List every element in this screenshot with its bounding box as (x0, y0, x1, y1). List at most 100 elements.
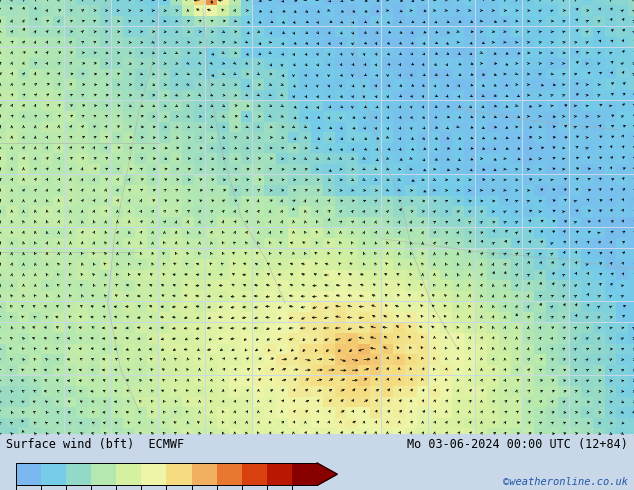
Bar (100, 122, 112, 132)
Bar (0, 354, 6, 365)
Bar (124, 37, 135, 48)
Bar (370, 344, 382, 354)
Bar (581, 428, 593, 439)
Bar (593, 196, 605, 206)
Bar (29, 323, 41, 333)
Bar (6, 16, 18, 26)
Bar (100, 227, 112, 238)
Bar (628, 280, 634, 291)
Bar (335, 397, 346, 407)
Bar (511, 386, 522, 396)
Bar (242, 463, 267, 486)
Bar (605, 164, 616, 174)
Bar (288, 428, 299, 439)
Bar (241, 164, 252, 174)
Bar (147, 0, 158, 5)
Bar (522, 196, 534, 206)
Bar (323, 90, 335, 100)
Bar (581, 407, 593, 417)
Bar (382, 407, 393, 417)
Bar (405, 100, 417, 111)
Bar (194, 174, 205, 185)
Bar (65, 407, 76, 417)
Bar (593, 90, 605, 100)
Bar (464, 312, 476, 322)
Bar (394, 397, 405, 407)
Bar (53, 428, 65, 439)
Bar (135, 323, 146, 333)
Bar (252, 143, 264, 153)
Bar (77, 227, 88, 238)
Bar (323, 238, 335, 248)
Bar (452, 280, 463, 291)
Bar (452, 0, 463, 5)
Bar (241, 301, 252, 312)
Bar (41, 463, 66, 486)
Bar (558, 153, 569, 164)
Bar (241, 132, 252, 143)
Bar (522, 111, 534, 122)
Bar (158, 122, 170, 132)
Bar (53, 58, 65, 69)
Bar (229, 206, 240, 217)
Bar (205, 90, 217, 100)
Bar (100, 217, 112, 227)
Bar (429, 280, 440, 291)
Bar (182, 111, 193, 122)
Bar (229, 122, 240, 132)
Bar (205, 26, 217, 37)
Bar (0, 301, 6, 312)
Bar (546, 111, 557, 122)
Bar (194, 69, 205, 79)
Bar (522, 37, 534, 48)
Bar (6, 365, 18, 375)
Bar (299, 196, 311, 206)
Bar (581, 132, 593, 143)
Bar (41, 312, 53, 322)
Bar (464, 354, 476, 365)
Bar (276, 185, 288, 196)
Bar (264, 153, 276, 164)
Bar (124, 143, 135, 153)
Bar (65, 323, 76, 333)
Bar (135, 344, 146, 354)
Bar (18, 323, 29, 333)
Bar (476, 206, 487, 217)
Bar (405, 312, 417, 322)
Bar (546, 185, 557, 196)
Bar (65, 48, 76, 58)
Bar (616, 291, 628, 301)
Bar (605, 270, 616, 280)
Bar (112, 5, 123, 16)
Bar (511, 344, 522, 354)
Bar (488, 153, 499, 164)
Polygon shape (317, 463, 337, 486)
Bar (323, 206, 335, 217)
Bar (158, 270, 170, 280)
Bar (112, 100, 123, 111)
Bar (323, 69, 335, 79)
Bar (429, 132, 440, 143)
Bar (429, 312, 440, 322)
Bar (499, 217, 510, 227)
Bar (6, 238, 18, 248)
Bar (441, 132, 452, 143)
Bar (276, 259, 288, 270)
Bar (534, 100, 546, 111)
Bar (65, 333, 76, 343)
Bar (593, 418, 605, 428)
Bar (558, 249, 569, 259)
Bar (581, 291, 593, 301)
Bar (182, 259, 193, 270)
Bar (288, 301, 299, 312)
Bar (88, 312, 100, 322)
Bar (323, 122, 335, 132)
Bar (605, 227, 616, 238)
Bar (276, 90, 288, 100)
Bar (394, 5, 405, 16)
Bar (452, 323, 463, 333)
Bar (488, 206, 499, 217)
Bar (299, 132, 311, 143)
Bar (417, 164, 429, 174)
Bar (511, 397, 522, 407)
